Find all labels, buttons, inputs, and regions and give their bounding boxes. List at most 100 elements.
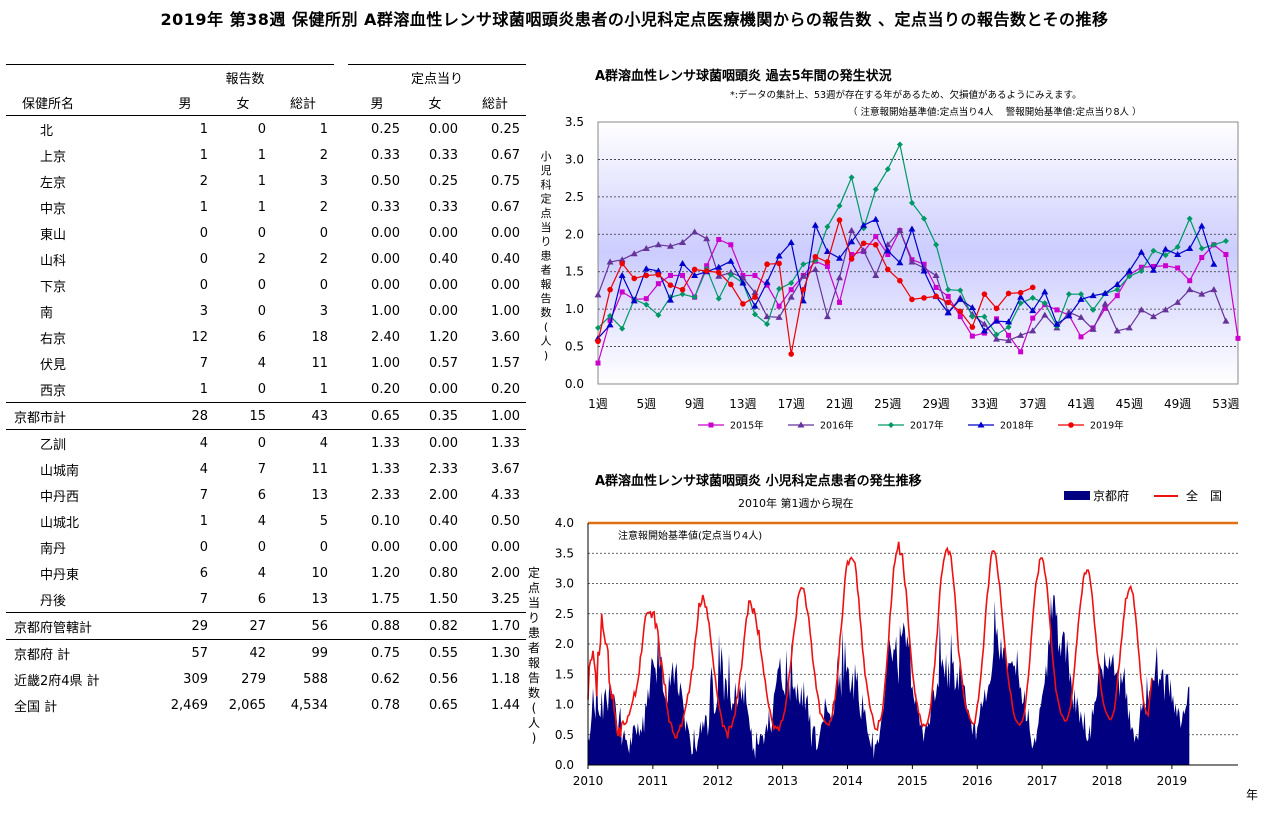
table-cell: 2 bbox=[319, 147, 328, 163]
data-point bbox=[667, 282, 674, 288]
table-cell: 4 bbox=[257, 513, 266, 529]
data-point bbox=[1235, 335, 1241, 341]
y-tick-label: 1.0 bbox=[565, 302, 584, 316]
row-name: 北 bbox=[40, 123, 54, 139]
data-point bbox=[715, 295, 722, 302]
legend-item: 2019年 bbox=[1058, 420, 1124, 432]
data-point bbox=[873, 234, 879, 240]
data-point bbox=[679, 259, 687, 266]
row-name: 下京 bbox=[40, 279, 67, 295]
data-point bbox=[1029, 294, 1036, 301]
data-point bbox=[1162, 252, 1169, 259]
data-point bbox=[1199, 254, 1205, 260]
table-row: 京都市計 28 15 43 0.65 0.35 1.00 bbox=[6, 402, 526, 430]
data-point bbox=[752, 294, 758, 300]
data-point bbox=[691, 266, 698, 273]
data-point bbox=[1150, 247, 1157, 254]
x-tick-label: 21週 bbox=[826, 397, 853, 411]
table-row: 山城北 1 4 5 0.10 0.40 0.50 bbox=[6, 508, 526, 534]
data-point bbox=[1198, 245, 1205, 252]
data-point bbox=[1077, 295, 1085, 302]
y-axis-label-char: 定 bbox=[528, 565, 540, 580]
table-cell: 6 bbox=[257, 487, 266, 503]
data-point bbox=[691, 271, 699, 278]
y-axis-label-char: 告 bbox=[528, 671, 540, 685]
table-cell: 1 bbox=[319, 121, 328, 137]
table-row: 中丹東 6 4 10 1.20 0.80 2.00 bbox=[6, 560, 526, 586]
table-cell: 2 bbox=[319, 199, 328, 215]
data-point bbox=[727, 271, 734, 278]
table-cell: 2 bbox=[319, 251, 328, 267]
data-point bbox=[1210, 260, 1218, 267]
table-cell: 0.25 bbox=[429, 173, 458, 189]
data-point bbox=[896, 227, 904, 234]
data-point bbox=[884, 166, 891, 173]
data-point bbox=[1017, 293, 1025, 300]
data-point bbox=[654, 241, 662, 248]
group-header-per-site: 定点当り bbox=[348, 64, 526, 89]
data-point bbox=[679, 291, 686, 298]
x-tick-label: 9週 bbox=[685, 397, 705, 411]
table-cell: 1.57 bbox=[491, 355, 520, 371]
table-cell: 0.88 bbox=[348, 612, 406, 640]
legend-item: 2017年 bbox=[878, 420, 944, 432]
y-axis-label-char: 点 bbox=[541, 207, 552, 220]
y-axis-label-char: 児 bbox=[541, 164, 552, 177]
national-line bbox=[587, 541, 1153, 739]
table-cell: 4 bbox=[257, 565, 266, 581]
data-point bbox=[1077, 313, 1085, 320]
table-cell: 1 bbox=[199, 199, 208, 215]
table-cell: 42 bbox=[249, 645, 266, 661]
table-row: 伏見 7 4 11 1.00 0.57 1.57 bbox=[6, 350, 526, 376]
data-point bbox=[764, 261, 770, 268]
data-point bbox=[776, 285, 783, 292]
data-point bbox=[945, 293, 951, 299]
table-cell: 0 bbox=[199, 539, 208, 555]
table-cell: 0.00 bbox=[429, 121, 458, 137]
table-cell: 56 bbox=[272, 612, 334, 640]
table-cell: 0.00 bbox=[491, 225, 520, 241]
x-tick-label: 2013 bbox=[767, 774, 798, 788]
series-2017年 bbox=[595, 141, 1229, 338]
table-row: 東山 0 0 0 0.00 0.00 0.00 bbox=[6, 220, 526, 246]
data-point bbox=[1149, 313, 1157, 320]
row-name: 中京 bbox=[40, 201, 67, 217]
column-header: 女 bbox=[214, 89, 272, 116]
data-point bbox=[751, 311, 758, 318]
data-point bbox=[1125, 267, 1133, 274]
column-header: 総計 bbox=[464, 89, 526, 116]
table-cell: 2.40 bbox=[371, 329, 400, 345]
data-point bbox=[849, 251, 855, 257]
data-point bbox=[703, 235, 711, 242]
data-point bbox=[666, 296, 674, 303]
data-point bbox=[800, 286, 807, 293]
data-point bbox=[1041, 300, 1048, 307]
chart2-subtitle: 2010年 第1週から現在 bbox=[738, 496, 854, 510]
table-row: 上京 1 1 2 0.33 0.33 0.67 bbox=[6, 142, 526, 168]
x-tick-label: 2019 bbox=[1157, 774, 1188, 788]
data-point bbox=[921, 295, 927, 301]
y-axis-label-char: ) bbox=[544, 349, 548, 362]
column-header: 女 bbox=[406, 89, 464, 116]
data-point bbox=[618, 271, 626, 278]
table-cell: 0.20 bbox=[464, 376, 526, 403]
table-cell: 0.00 bbox=[371, 539, 400, 555]
data-point bbox=[969, 324, 976, 330]
table-cell: 0.00 bbox=[371, 225, 400, 241]
table-row: 京都府管轄計 29 27 56 0.88 0.82 1.70 bbox=[6, 612, 526, 640]
table-cell: 0 bbox=[257, 539, 266, 555]
table-cell: 6 bbox=[199, 565, 208, 581]
data-point bbox=[811, 265, 819, 272]
row-name: 丹後 bbox=[6, 586, 156, 613]
table-cell: 0.33 bbox=[371, 147, 400, 163]
table-row: 西京 1 0 1 0.20 0.00 0.20 bbox=[6, 376, 526, 403]
data-point bbox=[980, 320, 988, 327]
y-tick-label: 3.5 bbox=[555, 546, 574, 560]
chart2-title: A群溶血性レンサ球菌咽頭炎 小児科定点患者の発生推移 bbox=[595, 473, 922, 489]
chart-trend-since-2010: 注意報開始基準値(定点当り4人) 0.0 0.5 1.0 1.5 2.0 2.5 3.0 3.5… bbox=[528, 473, 1258, 802]
data-point bbox=[1138, 267, 1145, 274]
y-axis-label-char: ) bbox=[532, 731, 537, 745]
table-cell: 13 bbox=[311, 487, 328, 503]
data-point bbox=[1005, 324, 1012, 331]
table-cell: 1 bbox=[199, 513, 208, 529]
